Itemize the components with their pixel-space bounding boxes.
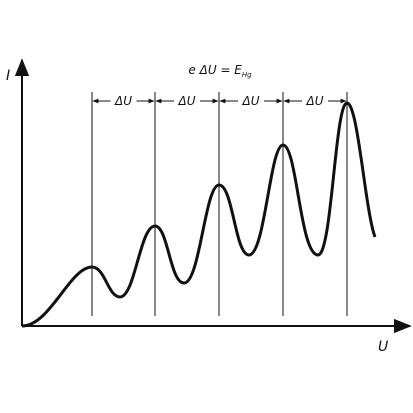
interval-label: ΔU <box>306 94 324 108</box>
x-axis-label: U <box>378 339 388 355</box>
y-axis-label: I <box>6 68 10 84</box>
interval-label: ΔU <box>114 94 132 108</box>
equation-subscript: Hg <box>242 71 252 79</box>
equation: e ΔU = EHg <box>188 63 252 79</box>
intervals: ΔU ΔU ΔU ΔU <box>92 94 347 108</box>
interval-label: ΔU <box>242 94 260 108</box>
interval-label: ΔU <box>178 94 196 108</box>
current-curve <box>21 101 377 328</box>
equation-text: e ΔU = E <box>188 63 242 77</box>
peak-lines <box>91 92 348 316</box>
